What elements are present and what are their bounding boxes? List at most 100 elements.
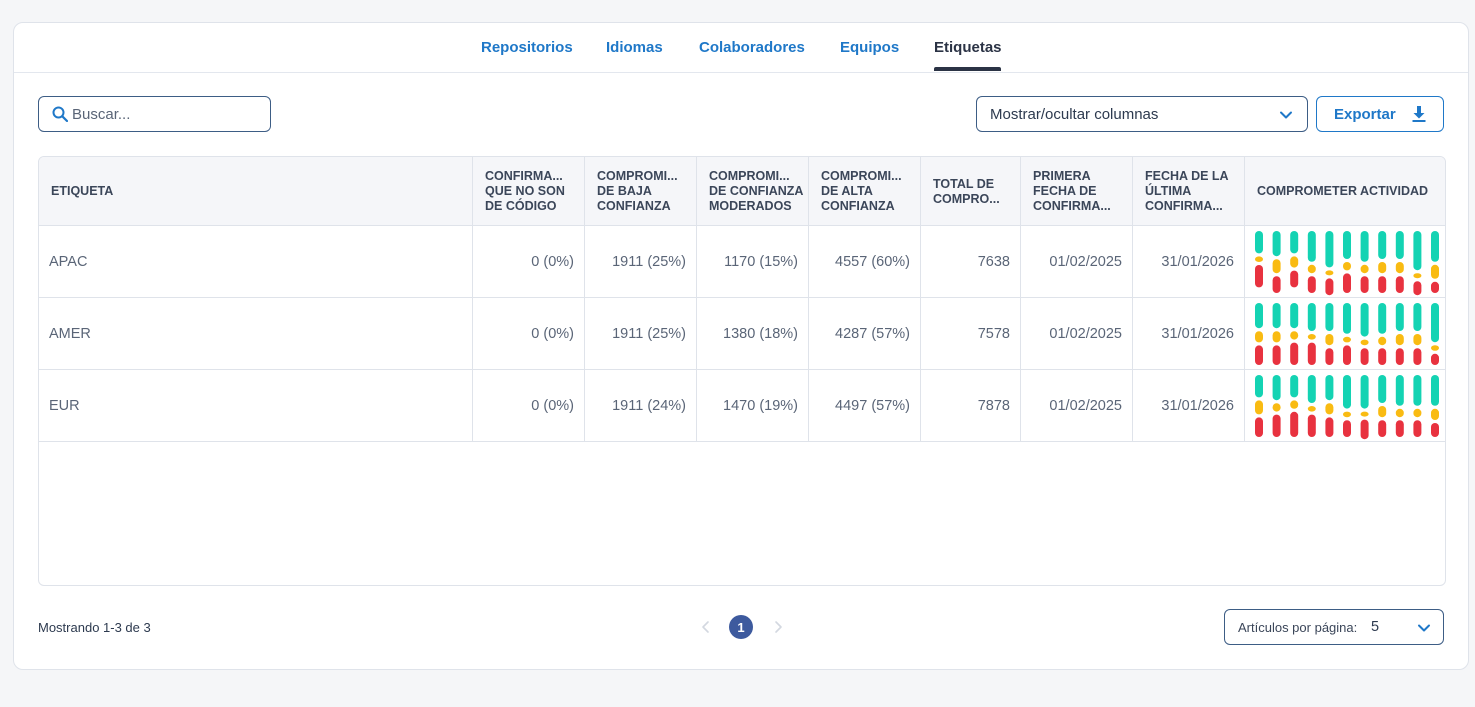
tab-repositorios[interactable]: Repositorios — [481, 39, 573, 56]
activity-bar-low — [1272, 276, 1281, 293]
activity-bar-low — [1343, 345, 1351, 365]
activity-bar-low — [1378, 348, 1387, 365]
cell-first-date: 01/02/2025 — [1021, 298, 1133, 370]
cell-non-code: 0 (0%) — [473, 226, 585, 298]
cell-first-date: 01/02/2025 — [1021, 370, 1133, 442]
chevron-right-icon[interactable] — [772, 620, 784, 634]
export-label: Exportar — [1334, 106, 1396, 123]
header-activity: COMPROMETER ACTIVIDAD — [1257, 184, 1429, 198]
cell-activity — [1245, 298, 1445, 370]
tab-colaboradores[interactable]: Colaboradores — [699, 39, 805, 56]
items-per-page-value: 5 — [1371, 619, 1380, 635]
activity-bar-moderate — [1378, 406, 1387, 418]
header-moderate-confidence[interactable]: COMPROMI... DE CONFIANZA MODERADOS — [697, 157, 809, 226]
header-etiqueta[interactable]: ETIQUETA — [39, 157, 473, 226]
activity-bar-high — [1307, 231, 1316, 262]
activity-bar-high — [1360, 231, 1369, 262]
cell-total: 7578 — [921, 298, 1021, 370]
activity-bar-low — [1360, 276, 1369, 293]
cell-low: 1911 (25%) — [585, 298, 697, 370]
tab-bar: Repositorios Idiomas Colaboradores Equip… — [14, 23, 1468, 73]
activity-bar-low — [1255, 417, 1263, 437]
activity-bar-moderate — [1360, 411, 1369, 417]
activity-bar-high — [1307, 303, 1316, 331]
activity-bar-moderate — [1255, 256, 1263, 262]
header-total[interactable]: TOTAL DE COMPRO... — [921, 157, 1021, 226]
activity-bar-low — [1272, 345, 1281, 365]
activity-bar-high — [1272, 303, 1281, 329]
tags-table: ETIQUETA CONFIRMA... QUE NO SON DE CÓDIG… — [38, 156, 1446, 586]
activity-bar-high — [1325, 231, 1334, 268]
activity-bar-moderate — [1325, 334, 1334, 346]
chevron-left-icon[interactable] — [700, 620, 712, 634]
activity-bar-high — [1431, 375, 1439, 406]
activity-bar-low — [1290, 342, 1299, 365]
cell-label: AMER — [39, 298, 473, 370]
activity-bar-high — [1395, 231, 1404, 259]
main-card: Repositorios Idiomas Colaboradores Equip… — [13, 22, 1469, 670]
activity-bar-moderate — [1431, 264, 1439, 279]
activity-bar-moderate — [1307, 264, 1316, 274]
cell-activity — [1245, 370, 1445, 442]
activity-bar-low — [1413, 420, 1422, 437]
activity-bar-low — [1431, 281, 1439, 293]
activity-bar-low — [1360, 348, 1369, 365]
activity-bar-high — [1431, 231, 1439, 262]
activity-bar-high — [1378, 375, 1387, 403]
cell-low: 1911 (24%) — [585, 370, 697, 442]
activity-sparkline — [1255, 303, 1439, 365]
tab-idiomas[interactable]: Idiomas — [606, 39, 663, 56]
activity-bar-moderate — [1360, 339, 1369, 346]
activity-bar-high — [1325, 375, 1334, 401]
column-toggle-label: Mostrar/ocultar columnas — [990, 106, 1159, 123]
activity-bar-moderate — [1290, 400, 1299, 409]
activity-bar-moderate — [1272, 403, 1281, 412]
activity-bar-low — [1325, 417, 1334, 437]
download-icon — [1412, 106, 1426, 122]
activity-bar-moderate — [1360, 264, 1369, 274]
chevron-down-icon — [1280, 111, 1292, 119]
activity-bar-high — [1343, 231, 1351, 259]
tab-equipos[interactable]: Equipos — [840, 39, 900, 56]
activity-bar-moderate — [1378, 262, 1387, 274]
pagination-summary: Mostrando 1-3 de 3 — [38, 620, 151, 635]
activity-bar-low — [1413, 348, 1422, 365]
activity-bar-high — [1325, 303, 1334, 331]
activity-bar-high — [1395, 303, 1404, 331]
activity-bar-low — [1343, 420, 1351, 437]
activity-bar-moderate — [1378, 336, 1387, 346]
cell-last-date: 31/01/2026 — [1133, 226, 1245, 298]
cell-first-date: 01/02/2025 — [1021, 226, 1133, 298]
table-row: APAC 0 (0%) 1911 (25%) 1170 (15%) 4557 (… — [39, 226, 1445, 298]
activity-bar-high — [1431, 303, 1439, 343]
table-row: AMER 0 (0%) 1911 (25%) 1380 (18%) 4287 (… — [39, 298, 1445, 370]
activity-bar-low — [1378, 276, 1387, 293]
activity-bar-high — [1360, 375, 1369, 409]
header-low-confidence[interactable]: COMPROMI... DE BAJA CONFIANZA — [585, 157, 697, 226]
cell-moderate: 1170 (15%) — [697, 226, 809, 298]
cell-total: 7878 — [921, 370, 1021, 442]
activity-bar-high — [1378, 303, 1387, 334]
activity-bar-high — [1255, 303, 1263, 329]
cell-high: 4497 (57%) — [809, 370, 921, 442]
header-non-code[interactable]: CONFIRMA... QUE NO SON DE CÓDIGO — [473, 157, 585, 226]
activity-bar-low — [1378, 420, 1387, 437]
activity-bar-moderate — [1413, 408, 1422, 418]
column-toggle-select[interactable]: Mostrar/ocultar columnas — [976, 96, 1308, 132]
cell-total: 7638 — [921, 226, 1021, 298]
activity-bar-high — [1343, 375, 1351, 409]
page-1-button[interactable]: 1 — [729, 615, 753, 639]
search-box[interactable] — [38, 96, 271, 132]
cell-label: EUR — [39, 370, 473, 442]
search-input[interactable] — [72, 97, 262, 131]
export-button[interactable]: Exportar — [1316, 96, 1444, 132]
header-first-date[interactable]: PRIMERA FECHA DE CONFIRMA... — [1021, 157, 1133, 226]
activity-bar-moderate — [1431, 408, 1439, 420]
header-high-confidence[interactable]: COMPROMI... DE ALTA CONFIANZA — [809, 157, 921, 226]
tab-etiquetas[interactable]: Etiquetas — [934, 39, 1002, 56]
activity-sparkline — [1255, 231, 1439, 296]
activity-bar-high — [1413, 375, 1422, 406]
header-last-date[interactable]: FECHA DE LA ÚLTIMA CONFIRMA... — [1133, 157, 1245, 226]
activity-bar-moderate — [1325, 403, 1334, 415]
items-per-page-select[interactable]: Artículos por página: 5 — [1224, 609, 1444, 645]
